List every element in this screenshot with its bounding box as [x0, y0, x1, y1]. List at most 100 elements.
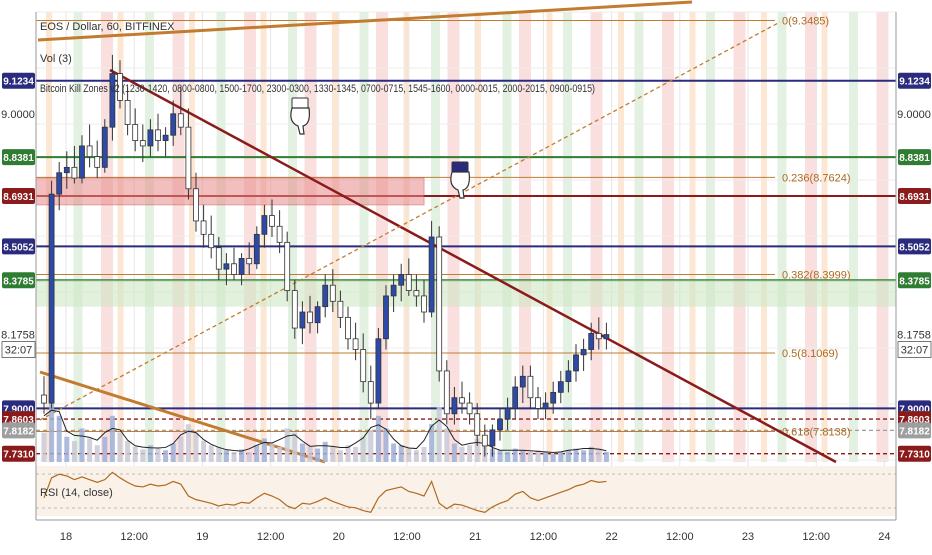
candle-body	[474, 413, 481, 436]
volume-bar	[299, 443, 305, 462]
fib-level-label: 0(9.3485)	[782, 15, 829, 27]
candle-body	[375, 338, 382, 404]
candle-body	[41, 394, 47, 404]
candle-body	[177, 113, 184, 128]
volume-bar	[185, 424, 191, 462]
volume-bar	[79, 428, 85, 462]
candle-body	[504, 408, 511, 420]
x-tick-label: 20	[333, 531, 345, 543]
volume-bar	[87, 438, 93, 462]
candles-layer	[41, 54, 610, 457]
volume-bar	[170, 443, 176, 462]
fib-diagonal-line	[39, 21, 781, 421]
volume-bar	[353, 446, 359, 462]
price-axis-label: 8.1758	[1, 330, 35, 342]
kill-zone-band	[73, 12, 83, 462]
kill-zone-band	[590, 12, 603, 462]
marker-cuff	[291, 97, 309, 109]
price-tag	[2, 72, 35, 89]
volume-bar	[284, 428, 290, 462]
countdown-label: 32:07	[901, 345, 929, 357]
candle-body	[170, 113, 177, 136]
candle-body	[208, 233, 215, 249]
price-tag-label: 8.3785	[899, 276, 930, 287]
price-axis-label: 9.0000	[897, 109, 931, 121]
candle-body	[162, 134, 169, 141]
candle-body	[139, 140, 146, 147]
candle-body	[428, 236, 435, 313]
price-tag-label: 9.1234	[3, 77, 34, 88]
volume-bar	[429, 424, 435, 462]
candle-body	[185, 126, 192, 190]
volume-bar	[451, 443, 457, 462]
kill-zone-band	[634, 12, 644, 462]
axes-layer: 9.1234 9.1234 8.8381 8.8381 8.6931 8.6931 8.50…	[1, 12, 932, 543]
volume-bar	[71, 441, 77, 462]
volume-bar	[277, 446, 283, 462]
volume-bar	[360, 436, 366, 462]
candle-body	[223, 263, 230, 270]
x-tick-label: 19	[196, 531, 208, 543]
volume-bar	[581, 450, 587, 462]
volume-bar	[246, 451, 252, 462]
candle-body	[489, 429, 496, 447]
volume-bar	[413, 450, 419, 462]
volume-bar	[398, 445, 404, 462]
price-tag-label: 7.8603	[3, 415, 34, 426]
candle-body	[451, 397, 458, 415]
volume-bar	[550, 453, 556, 462]
volume-bar	[94, 445, 100, 462]
kill-zone-band	[733, 12, 746, 462]
price-tag	[898, 149, 931, 166]
volume-bar	[573, 448, 579, 462]
price-tag-label: 7.9000	[3, 404, 34, 415]
price-tag	[2, 238, 35, 255]
candle-body	[436, 236, 443, 372]
kill-zone-band	[475, 12, 481, 462]
volume-bar	[421, 446, 427, 462]
candle-body	[307, 311, 313, 324]
marker-hand	[290, 107, 310, 135]
candle-body	[367, 381, 374, 404]
x-tick-label: 24	[878, 531, 890, 543]
price-tag-label: 8.6931	[3, 192, 34, 203]
pointing-hand-marker	[290, 97, 310, 135]
volume-bar	[535, 450, 541, 462]
price-tag-label: 8.5052	[3, 242, 34, 253]
marker-cuff	[451, 161, 469, 173]
kill-zone-band	[189, 12, 195, 462]
candle-body	[603, 334, 610, 340]
candle-body	[573, 354, 579, 372]
candle-body	[238, 258, 245, 275]
candle-body	[63, 166, 70, 174]
price-tag-label: 7.7310	[899, 450, 930, 461]
volume-bar	[201, 441, 207, 462]
price-tag-label: 7.9000	[899, 404, 930, 415]
candle-body	[459, 397, 465, 404]
candle-body	[466, 402, 473, 415]
candle-body	[200, 220, 207, 235]
volume-bar	[322, 441, 328, 462]
volume-bar	[140, 449, 146, 462]
candle-body	[132, 124, 139, 141]
kill-zone-band	[216, 12, 226, 462]
support-zone-band	[36, 280, 896, 307]
candle-body	[193, 188, 199, 222]
kill-zone-band	[145, 12, 154, 462]
countdown-tag	[1, 341, 36, 358]
price-axis-label: 9.0000	[1, 109, 35, 121]
price-tag-label: 7.8182	[899, 426, 930, 437]
x-tick-label: 12:00	[666, 531, 694, 543]
volume-bar	[125, 441, 131, 462]
volume-bar	[117, 432, 123, 462]
volume-bar	[292, 432, 298, 462]
volume-bar	[520, 450, 526, 462]
candle-body	[94, 156, 101, 168]
candle-body	[390, 284, 397, 297]
rsi-legend: RSI (14, close)	[40, 487, 113, 499]
descending-trend-line	[109, 68, 837, 464]
candle-body	[421, 295, 427, 313]
drawings-layer	[35, 0, 896, 464]
price-tag	[2, 272, 35, 289]
